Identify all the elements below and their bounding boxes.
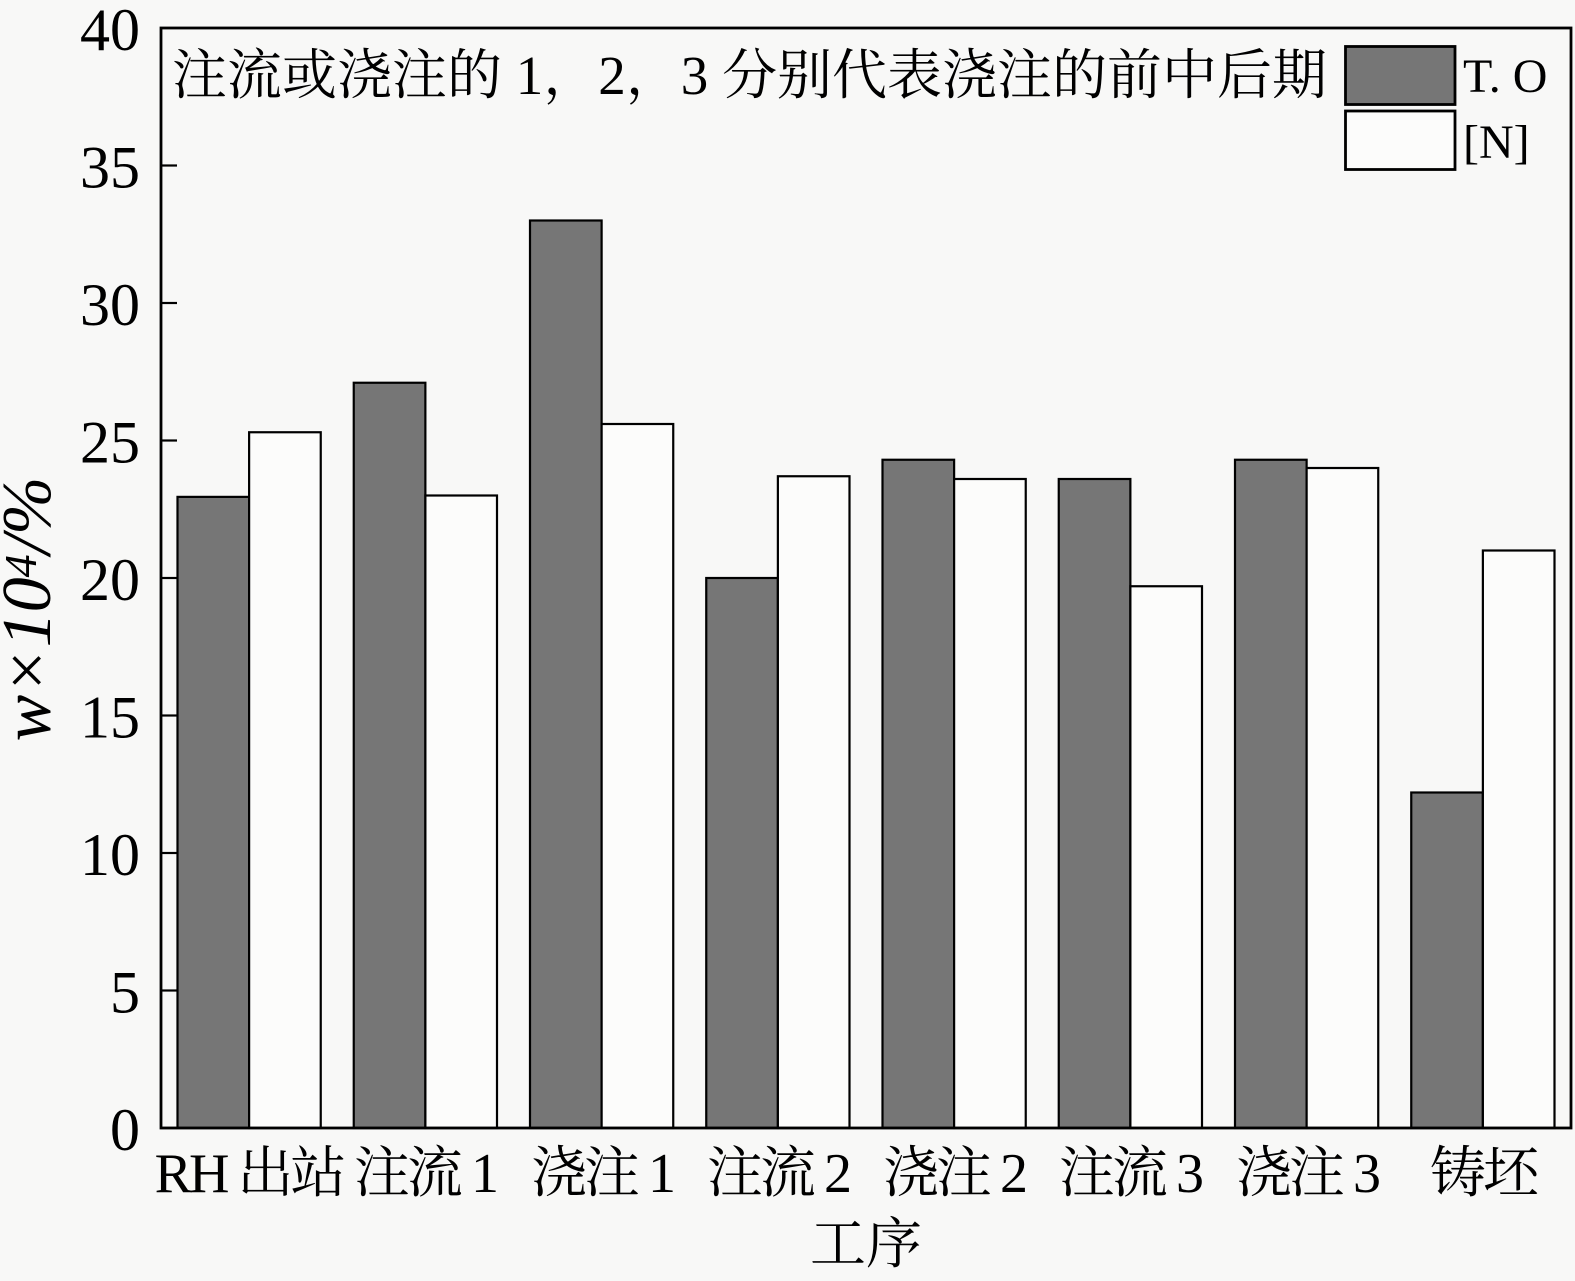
svg-text:0: 0 [110,1097,140,1163]
svg-text:15: 15 [80,685,140,751]
svg-text:[N]: [N] [1463,116,1530,169]
svg-text:铸坯: 铸坯 [1430,1143,1538,1205]
svg-text:35: 35 [80,135,140,201]
svg-text:工序: 工序 [810,1214,922,1276]
svg-text:10: 10 [80,822,140,888]
svg-text:浇注 2: 浇注 2 [883,1143,1025,1205]
svg-text:40: 40 [80,0,140,63]
svg-text:浇注 1: 浇注 1 [531,1143,673,1205]
svg-text:注流 2: 注流 2 [707,1143,849,1205]
svg-text:5: 5 [110,960,140,1026]
svg-text:T. O: T. O [1463,50,1547,103]
svg-text:浇注 3: 浇注 3 [1236,1143,1379,1205]
svg-text:20: 20 [80,547,140,613]
svg-text:注流或浇注的 1，2，3 分别代表浇注的前中后期: 注流或浇注的 1，2，3 分别代表浇注的前中后期 [172,45,1327,106]
svg-text:w×104/%: w×104/% [0,477,66,742]
svg-text:RH 出站: RH 出站 [155,1143,345,1205]
svg-text:30: 30 [80,272,140,338]
svg-text:注流 3: 注流 3 [1059,1143,1202,1205]
svg-text:注流 1: 注流 1 [354,1143,496,1205]
svg-text:25: 25 [80,410,140,476]
